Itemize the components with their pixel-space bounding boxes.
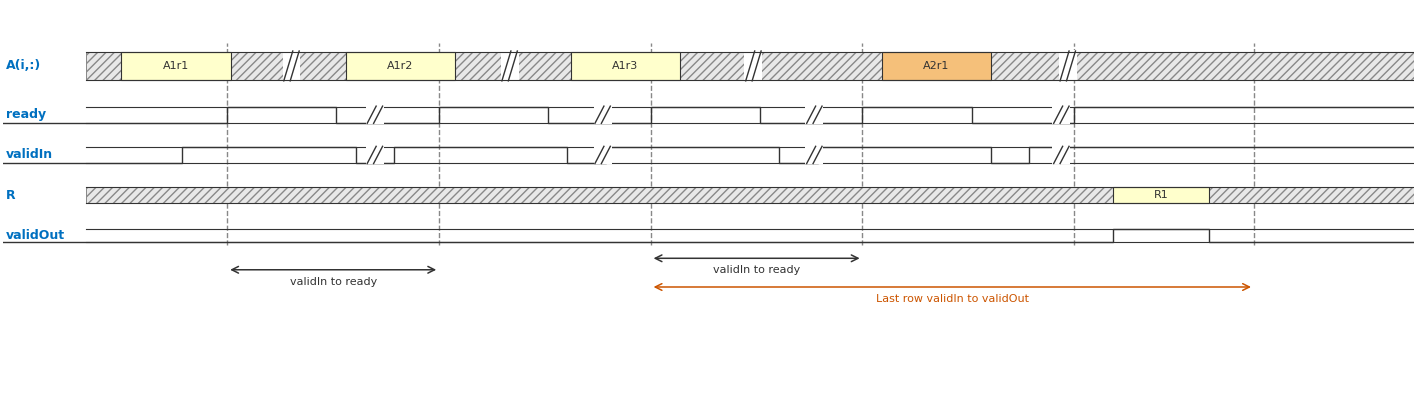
Bar: [1053, 146, 1064, 164]
Bar: [751, 50, 762, 82]
Bar: [881, 51, 990, 80]
Bar: [373, 106, 384, 124]
Bar: [805, 106, 818, 124]
Text: validIn to ready: validIn to ready: [713, 265, 801, 275]
Text: A2r1: A2r1: [922, 61, 949, 71]
Text: A1r1: A1r1: [163, 61, 188, 71]
Bar: [373, 146, 384, 164]
Bar: [744, 50, 757, 82]
Text: validIn: validIn: [6, 148, 52, 162]
Bar: [1058, 106, 1070, 124]
Bar: [599, 146, 612, 164]
Bar: [1058, 146, 1070, 164]
Text: A1r2: A1r2: [387, 61, 414, 71]
Bar: [282, 50, 295, 82]
Bar: [507, 50, 519, 82]
Bar: [805, 146, 818, 164]
Bar: [500, 50, 512, 82]
Bar: [599, 106, 612, 124]
Bar: [812, 146, 823, 164]
Bar: [289, 50, 300, 82]
Text: A1r3: A1r3: [612, 61, 638, 71]
Bar: [1058, 50, 1070, 82]
Bar: [1112, 187, 1209, 203]
Bar: [812, 106, 823, 124]
Bar: [571, 51, 680, 80]
Text: ready: ready: [6, 108, 47, 121]
Text: R1: R1: [1153, 190, 1168, 200]
Bar: [366, 146, 377, 164]
Text: Last row validIn to validOut: Last row validIn to validOut: [876, 294, 1029, 304]
Bar: [86, 187, 1414, 203]
Bar: [1066, 50, 1077, 82]
Text: validIn to ready: validIn to ready: [289, 277, 377, 287]
Bar: [86, 51, 1414, 80]
Bar: [594, 106, 605, 124]
Bar: [366, 106, 377, 124]
Bar: [1053, 106, 1064, 124]
Bar: [122, 51, 231, 80]
Text: R: R: [6, 188, 16, 202]
Text: validOut: validOut: [6, 229, 65, 242]
Text: A(i,:): A(i,:): [6, 59, 41, 72]
Bar: [346, 51, 455, 80]
Bar: [594, 146, 605, 164]
